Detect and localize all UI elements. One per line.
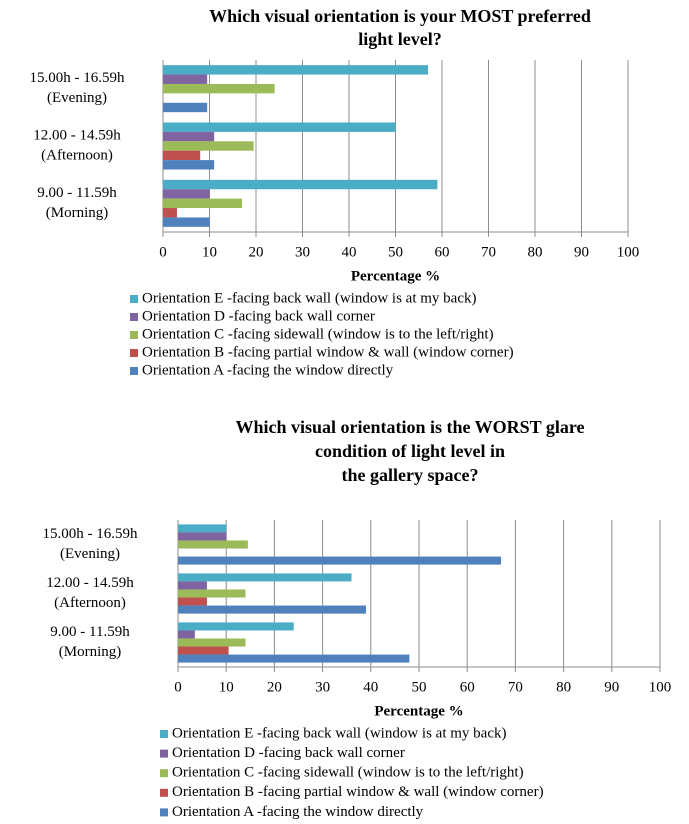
x-tick-label: 20 [249,244,264,260]
bar [163,160,215,170]
legend-swatch [130,295,138,303]
legend-swatch [130,367,138,375]
x-tick-label: 60 [435,244,450,260]
y-tick-label: (Evening) [47,90,107,106]
x-tick-label: 30 [315,679,330,695]
chart-title: condition of light level in [315,441,505,461]
y-tick-label: 12.00 - 14.59h [46,575,134,591]
bar [163,131,215,142]
chart-title: Which visual orientation is your MOST pr… [209,6,591,26]
bar [178,524,227,533]
legend-label: Orientation E -facing back wall (window … [172,725,506,741]
bar [178,589,246,598]
x-tick-label: 0 [159,244,167,260]
bar [178,532,227,541]
legend-swatch [160,769,168,778]
bar [178,597,207,606]
x-tick-label: 100 [617,244,640,260]
bar [178,540,248,549]
legend-swatch [130,313,138,321]
x-tick-label: 50 [412,679,427,695]
x-tick-label: 40 [363,679,378,695]
y-tick-label: (Morning) [59,644,122,660]
bar [163,208,177,218]
y-tick-label: (Afternoon) [41,147,113,163]
bar [178,573,352,582]
bar [163,198,243,209]
x-tick-label: 60 [460,679,475,695]
x-tick-label: 20 [267,679,282,695]
bar [163,65,429,75]
bar [163,74,208,84]
x-tick-label: 80 [556,679,571,695]
bar [178,654,410,663]
bar [178,638,246,647]
x-tick-label: 30 [295,244,310,260]
x-tick-label: 50 [388,244,403,260]
y-tick-label: (Morning) [46,205,109,221]
x-tick-label: 80 [528,244,543,260]
legend-label: Orientation D -facing back wall corner [142,308,375,324]
legend-swatch [160,730,168,738]
x-tick-label: 70 [481,244,496,260]
legend-label: Orientation A -facing the window directl… [172,804,424,820]
legend-label: Orientation C -facing sidewall (window i… [142,326,494,342]
bar [163,217,210,227]
legend-label: Orientation C -facing sidewall (window i… [172,765,524,781]
y-tick-label: (Evening) [60,546,120,562]
y-tick-label: (Afternoon) [54,595,126,611]
y-tick-label: 15.00h - 16.59h [43,526,138,542]
bar [178,581,207,590]
bar [178,556,501,565]
legend-label: Orientation A -facing the window directl… [142,362,394,378]
x-tick-label: 10 [219,679,234,695]
legend-swatch [130,331,138,339]
bar [163,189,210,199]
x-tick-label: 10 [202,244,217,260]
bar [163,122,396,132]
bar [163,179,438,190]
y-tick-label: 12.00 - 14.59h [33,127,121,143]
chart-title: light level? [358,29,442,49]
y-tick-label: 9.00 - 11.59h [50,624,130,640]
legend-label: Orientation E -facing back wall (window … [142,290,476,306]
legend-label: Orientation B -facing partial window & w… [142,344,514,360]
bar [163,83,275,94]
bar [178,630,195,639]
x-tick-label: 40 [342,244,357,260]
x-axis-title: Percentage % [351,268,440,284]
legend-swatch [160,808,168,817]
legend-label: Orientation D -facing back wall corner [172,745,405,761]
x-tick-label: 70 [508,679,523,695]
legend-swatch [160,788,168,797]
bar [178,605,366,614]
legend-label: Orientation B -facing partial window & w… [172,784,544,800]
legend-swatch [160,749,168,758]
y-tick-label: 9.00 - 11.59h [37,185,117,201]
x-tick-label: 90 [574,244,589,260]
y-tick-label: 15.00h - 16.59h [30,70,125,86]
x-tick-label: 100 [649,679,672,695]
chart-title: Which visual orientation is the WORST gl… [235,417,584,437]
x-tick-label: 0 [174,679,182,695]
x-axis-title: Percentage % [374,703,463,719]
x-tick-label: 90 [604,679,619,695]
legend-swatch [130,349,138,357]
bar [178,622,294,631]
bar [163,102,208,113]
bar [163,150,201,161]
bar [163,141,254,151]
bar [178,646,229,655]
chart-title: the gallery space? [342,465,479,485]
